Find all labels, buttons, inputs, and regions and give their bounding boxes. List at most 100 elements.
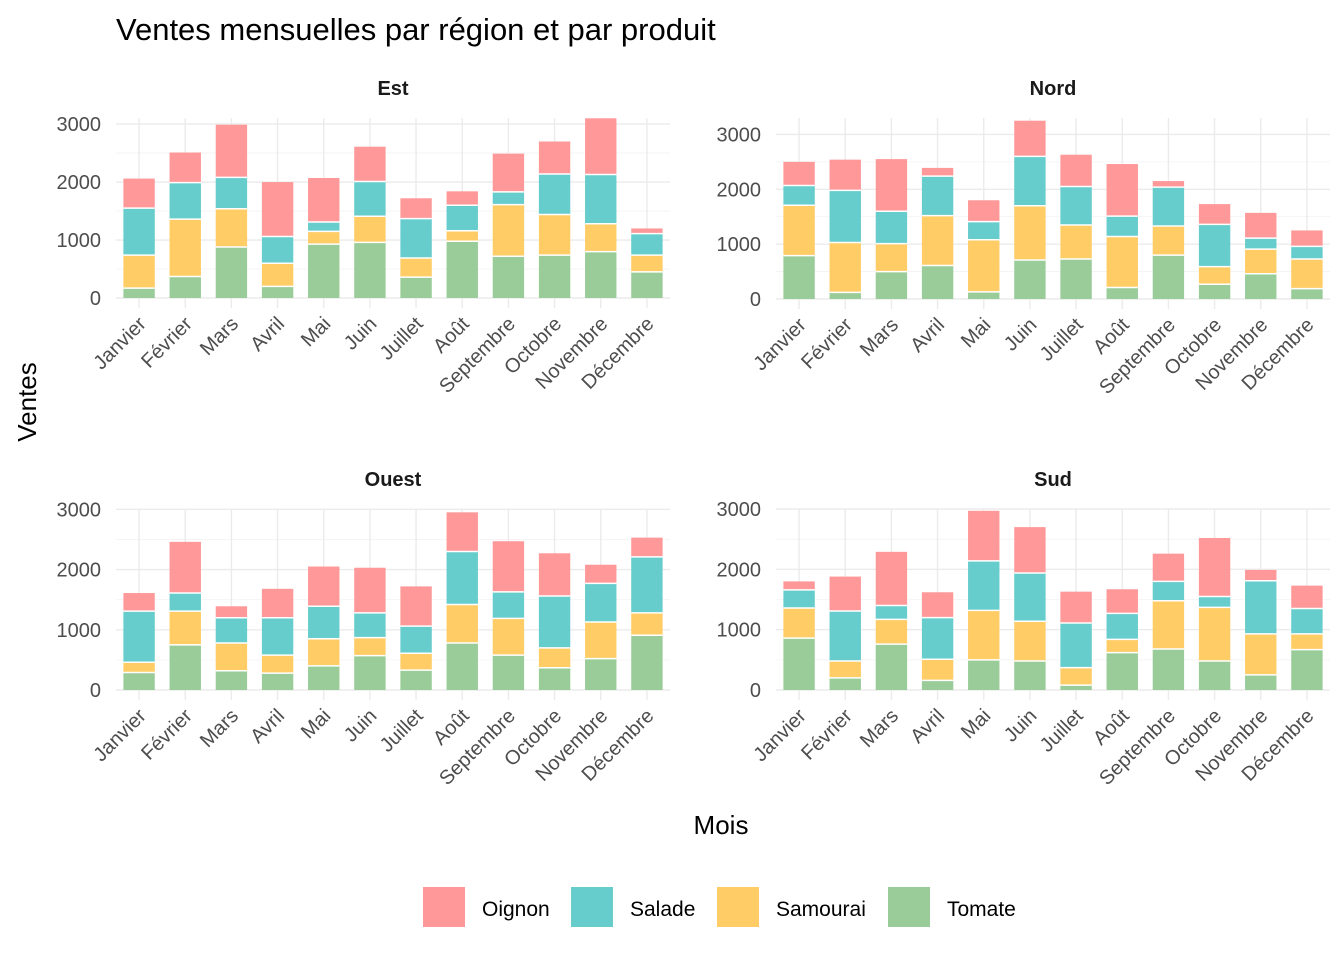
x-tick-label: Juin bbox=[340, 313, 382, 355]
bar-segment-samourai-aout bbox=[446, 230, 478, 242]
bar-segment-tomate-juin bbox=[354, 655, 386, 690]
bar-segment-salade-decembre bbox=[1291, 246, 1323, 259]
bar-segment-salade-mai bbox=[968, 560, 1000, 611]
bar-segment-samourai-janvier bbox=[783, 607, 815, 639]
bar-segment-salade-mai bbox=[308, 606, 340, 639]
x-tick-label: Février bbox=[797, 705, 857, 765]
bar-segment-salade-aout bbox=[1106, 216, 1138, 237]
facet-label-sud: Sud bbox=[1034, 469, 1072, 491]
x-tick-label: Mai bbox=[297, 313, 335, 351]
bar-segment-oignon-janvier bbox=[123, 593, 155, 612]
bar-segment-tomate-mai bbox=[308, 244, 340, 298]
bar-segment-samourai-juillet bbox=[400, 258, 432, 278]
bar-segment-tomate-janvier bbox=[123, 672, 155, 690]
x-tick-label: Juillet bbox=[1036, 314, 1088, 366]
bar-segment-samourai-avril bbox=[261, 655, 294, 674]
y-tick-label: 3000 bbox=[57, 499, 102, 521]
bar-segment-oignon-octobre bbox=[538, 141, 571, 174]
bar-segment-samourai-septembre bbox=[1152, 226, 1185, 256]
y-tick-label: 2000 bbox=[57, 560, 102, 582]
bar-segment-tomate-mars bbox=[875, 271, 908, 299]
x-tick-label: Avril bbox=[246, 313, 289, 356]
bar-segment-samourai-juin bbox=[1014, 621, 1046, 662]
y-tick-label: 2000 bbox=[717, 179, 762, 201]
bar-segment-samourai-fevrier bbox=[829, 661, 861, 678]
bar-segment-samourai-avril bbox=[921, 659, 954, 681]
bar-segment-samourai-juillet bbox=[1060, 667, 1092, 686]
bar-segment-samourai-octobre bbox=[538, 214, 571, 256]
x-tick-label: Janvier bbox=[89, 705, 150, 766]
bar-segment-oignon-octobre bbox=[538, 553, 571, 597]
bar-segment-tomate-decembre bbox=[631, 635, 663, 690]
bar-segment-samourai-mars bbox=[875, 619, 908, 645]
bar-segment-samourai-decembre bbox=[1291, 633, 1323, 650]
bar-segment-oignon-mai bbox=[308, 566, 340, 607]
x-tick-label: Mars bbox=[856, 314, 903, 361]
bar-segment-tomate-avril bbox=[261, 673, 294, 690]
legend-item-samourai: Samourai bbox=[717, 887, 866, 927]
x-tick-label: Mars bbox=[856, 705, 903, 752]
bar-segment-tomate-septembre bbox=[1152, 648, 1185, 690]
bar-segment-tomate-novembre bbox=[585, 658, 617, 690]
bar-segment-oignon-octobre bbox=[1198, 204, 1231, 225]
legend-swatch bbox=[888, 887, 930, 927]
bar-segment-salade-fevrier bbox=[829, 610, 861, 662]
bar-segment-tomate-octobre bbox=[538, 255, 571, 298]
bar-segment-samourai-mars bbox=[875, 243, 908, 272]
bar-segment-salade-octobre bbox=[538, 596, 571, 648]
bar-segment-oignon-mai bbox=[968, 200, 1000, 222]
bar-segment-salade-avril bbox=[261, 236, 294, 264]
y-axis-title: Ventes bbox=[12, 362, 42, 442]
x-tick-label: Avril bbox=[246, 705, 289, 748]
bar-segment-tomate-fevrier bbox=[829, 292, 861, 299]
bar-segment-tomate-avril bbox=[261, 286, 294, 298]
bar-segment-salade-janvier bbox=[123, 208, 155, 256]
x-tick-label: Janvier bbox=[749, 314, 810, 375]
bar-segment-salade-juin bbox=[354, 181, 386, 217]
bar-segment-oignon-juillet bbox=[1060, 591, 1092, 624]
bar-segment-samourai-novembre bbox=[1245, 249, 1277, 274]
bar-segment-samourai-aout bbox=[1106, 236, 1138, 288]
bar-segment-samourai-septembre bbox=[492, 618, 525, 656]
bar-segment-samourai-aout bbox=[446, 604, 478, 644]
x-tick-label: Juillet bbox=[376, 313, 428, 365]
bar-segment-samourai-juillet bbox=[400, 653, 432, 671]
x-tick-label: Juillet bbox=[376, 705, 428, 757]
bar-segment-samourai-fevrier bbox=[169, 611, 201, 645]
bar-segment-oignon-juillet bbox=[400, 586, 432, 627]
bar-segment-tomate-juillet bbox=[1060, 258, 1092, 299]
y-tick-label: 1000 bbox=[57, 620, 102, 642]
bar-segment-tomate-janvier bbox=[123, 288, 155, 298]
bar-segment-oignon-septembre bbox=[1152, 181, 1185, 188]
x-tick-label: Mai bbox=[957, 705, 995, 743]
legend-label: Oignon bbox=[482, 898, 550, 921]
bar-segment-samourai-janvier bbox=[783, 205, 815, 256]
bar-segment-samourai-novembre bbox=[585, 223, 617, 252]
bar-segment-tomate-juillet bbox=[400, 670, 432, 690]
bar-segment-oignon-decembre bbox=[631, 537, 663, 557]
legend-swatch bbox=[423, 887, 465, 927]
bar-segment-salade-aout bbox=[446, 205, 478, 231]
bar-segment-samourai-avril bbox=[921, 215, 954, 266]
bar-segment-tomate-novembre bbox=[1245, 674, 1277, 690]
bar-segment-salade-octobre bbox=[538, 173, 571, 215]
bar-segment-samourai-janvier bbox=[123, 255, 155, 289]
bar-segment-tomate-mars bbox=[215, 670, 248, 690]
bar-segment-samourai-mai bbox=[308, 638, 340, 666]
bar-segment-oignon-decembre bbox=[1291, 230, 1323, 247]
facet-label-est: Est bbox=[377, 78, 408, 100]
legend-swatch bbox=[717, 887, 759, 927]
bar-segment-salade-juin bbox=[354, 612, 386, 638]
bar-segment-oignon-avril bbox=[261, 588, 294, 618]
x-tick-label: Mars bbox=[196, 313, 243, 360]
y-tick-label: 0 bbox=[90, 288, 101, 310]
bar-segment-salade-mars bbox=[215, 617, 248, 644]
bar-segment-salade-janvier bbox=[783, 185, 815, 206]
legend-label: Samourai bbox=[776, 898, 866, 921]
bar-segment-oignon-juin bbox=[354, 146, 386, 182]
x-tick-label: Février bbox=[137, 313, 197, 373]
bar-segment-salade-septembre bbox=[1152, 187, 1185, 227]
